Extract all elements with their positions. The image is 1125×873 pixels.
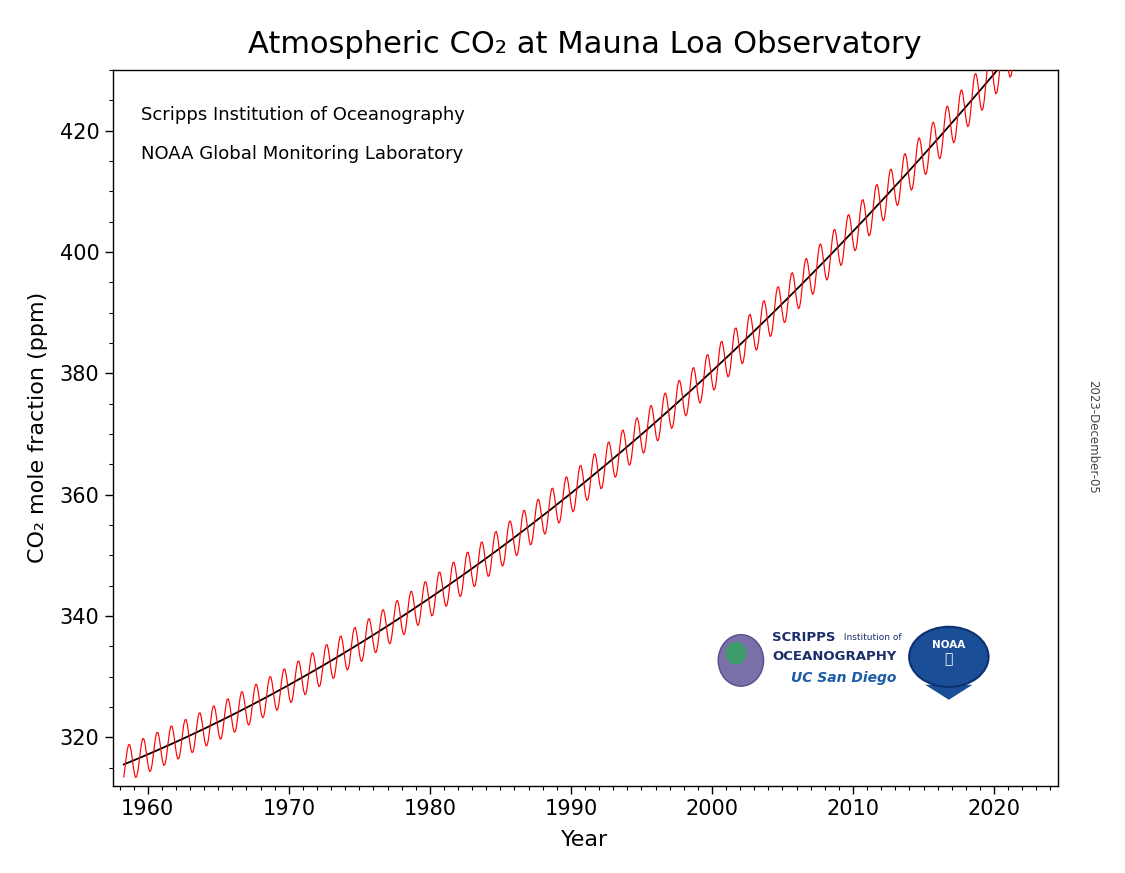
Ellipse shape <box>726 642 747 664</box>
X-axis label: Year: Year <box>561 830 609 850</box>
Text: Scripps Institution of Oceanography: Scripps Institution of Oceanography <box>141 106 465 124</box>
Text: 2023-December-05: 2023-December-05 <box>1086 380 1099 493</box>
Text: SCRIPPS: SCRIPPS <box>772 631 836 644</box>
Text: NOAA Global Monitoring Laboratory: NOAA Global Monitoring Laboratory <box>141 145 464 163</box>
Text: UC San Diego: UC San Diego <box>791 671 897 685</box>
Text: NOAA: NOAA <box>933 640 965 650</box>
Ellipse shape <box>718 635 764 686</box>
Title: Atmospheric CO₂ at Mauna Loa Observatory: Atmospheric CO₂ at Mauna Loa Observatory <box>249 31 921 59</box>
Circle shape <box>909 627 989 687</box>
Y-axis label: CO₂ mole fraction (ppm): CO₂ mole fraction (ppm) <box>28 292 48 563</box>
Text: Institution of: Institution of <box>842 633 902 642</box>
Polygon shape <box>925 684 972 700</box>
Text: OCEANOGRAPHY: OCEANOGRAPHY <box>772 650 897 663</box>
Text: 〜: 〜 <box>945 652 953 666</box>
